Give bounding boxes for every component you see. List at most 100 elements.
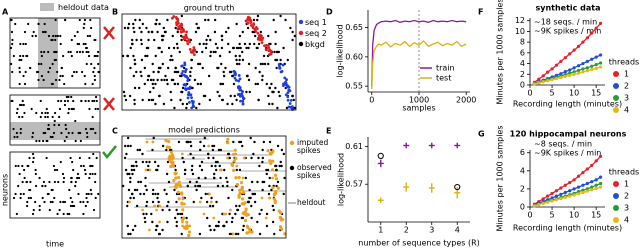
spike-dot	[196, 26, 200, 30]
spike-dot	[42, 180, 46, 184]
spike-dot	[236, 232, 240, 236]
spike-dot	[68, 212, 71, 216]
spike-dot	[141, 22, 144, 26]
spike-dot	[214, 42, 218, 46]
spike-dot	[215, 200, 218, 204]
spike-dot	[167, 46, 171, 50]
spike-dot	[175, 70, 178, 74]
y-tick-label: 10	[515, 27, 525, 36]
annotation: ~8 seqs. / min	[534, 140, 592, 149]
spike-dot	[220, 38, 224, 42]
spike-dot	[189, 144, 193, 148]
spike-dot	[217, 148, 221, 152]
spike-dot	[186, 184, 190, 188]
spike-dot	[267, 34, 270, 38]
spike-dot	[132, 168, 136, 172]
point	[537, 77, 541, 81]
y-axis-label: Minutes per 1000 samples	[496, 0, 505, 105]
sequence-dot	[268, 151, 273, 155]
spike-dot	[155, 224, 158, 228]
sequence-dot	[271, 186, 275, 190]
spike-dot	[258, 70, 261, 74]
spike-dot	[265, 212, 269, 216]
spike-dot	[49, 200, 52, 204]
spike-dot	[62, 180, 65, 184]
sequence-dot	[241, 191, 246, 195]
spike-dot	[123, 94, 126, 98]
spike-dot	[209, 50, 213, 54]
spike-dot	[93, 38, 96, 42]
spike-dot	[78, 156, 81, 160]
sequence-dot	[241, 99, 245, 103]
spike-dot	[89, 164, 92, 168]
sequence-dot	[269, 52, 273, 56]
sequence-dot	[234, 78, 238, 82]
x-tick-label: 10	[569, 89, 579, 98]
sequence-dot	[186, 96, 190, 100]
point	[590, 57, 594, 61]
spike-dot	[210, 196, 213, 200]
spike-dot	[253, 140, 256, 144]
sequence-dot	[258, 38, 262, 42]
spike-dot	[261, 62, 265, 66]
spike-dot	[80, 70, 84, 74]
spike-dot	[57, 123, 61, 127]
spike-dot	[280, 164, 283, 168]
point	[550, 196, 554, 200]
sequence-dot	[283, 232, 287, 236]
spike-dot	[88, 107, 91, 111]
spike-dot	[141, 152, 144, 156]
point	[594, 178, 598, 182]
y-tick-label: 4	[520, 166, 525, 175]
spike-dot	[198, 102, 201, 106]
spike-dot	[205, 42, 208, 46]
spike-dot	[161, 228, 164, 232]
line-series	[534, 186, 601, 207]
spike-dot	[145, 160, 148, 164]
point	[563, 190, 567, 195]
spike-dot	[147, 30, 150, 34]
spike-dot	[18, 82, 21, 86]
spike-dot	[261, 188, 264, 192]
spike-dot	[95, 99, 98, 103]
spike-dot	[92, 152, 95, 156]
spike-dot	[140, 42, 143, 46]
spike-dot	[289, 26, 292, 30]
spike-dot	[60, 99, 63, 103]
check-icon	[102, 145, 117, 159]
spike-dot	[257, 42, 261, 46]
spike-dot	[256, 14, 260, 18]
spike-dot	[200, 196, 203, 200]
sequence-dot	[173, 184, 178, 188]
spike-dot	[175, 224, 178, 228]
spike-dot	[67, 95, 70, 99]
spike-dot	[278, 94, 281, 98]
point	[576, 192, 581, 196]
sequence-dot	[244, 207, 248, 211]
y-tick-label: 2	[520, 184, 525, 193]
spike-dot	[44, 115, 47, 119]
spike-dot	[126, 204, 129, 208]
spike-dot	[132, 164, 135, 168]
spike-dot	[155, 208, 158, 212]
spike-dot	[256, 220, 259, 224]
spike-dot	[129, 180, 132, 184]
sequence-dot	[233, 148, 237, 152]
spike-dot	[144, 176, 147, 180]
sequence-dot	[190, 96, 193, 100]
spike-dot	[56, 34, 59, 38]
spike-dot	[217, 220, 221, 224]
spike-dot	[17, 164, 20, 168]
spike-dot	[84, 82, 87, 86]
spike-dot	[43, 22, 46, 26]
spike-dot	[199, 82, 203, 86]
point	[581, 188, 585, 192]
spike-dot	[23, 111, 26, 115]
spike-dot	[238, 54, 241, 58]
sequence-dot	[189, 93, 193, 97]
sequence-dot	[256, 31, 260, 35]
sequence-dot	[285, 84, 289, 87]
spike-dot	[128, 172, 131, 176]
point	[572, 48, 576, 52]
spike-dot	[195, 106, 198, 110]
